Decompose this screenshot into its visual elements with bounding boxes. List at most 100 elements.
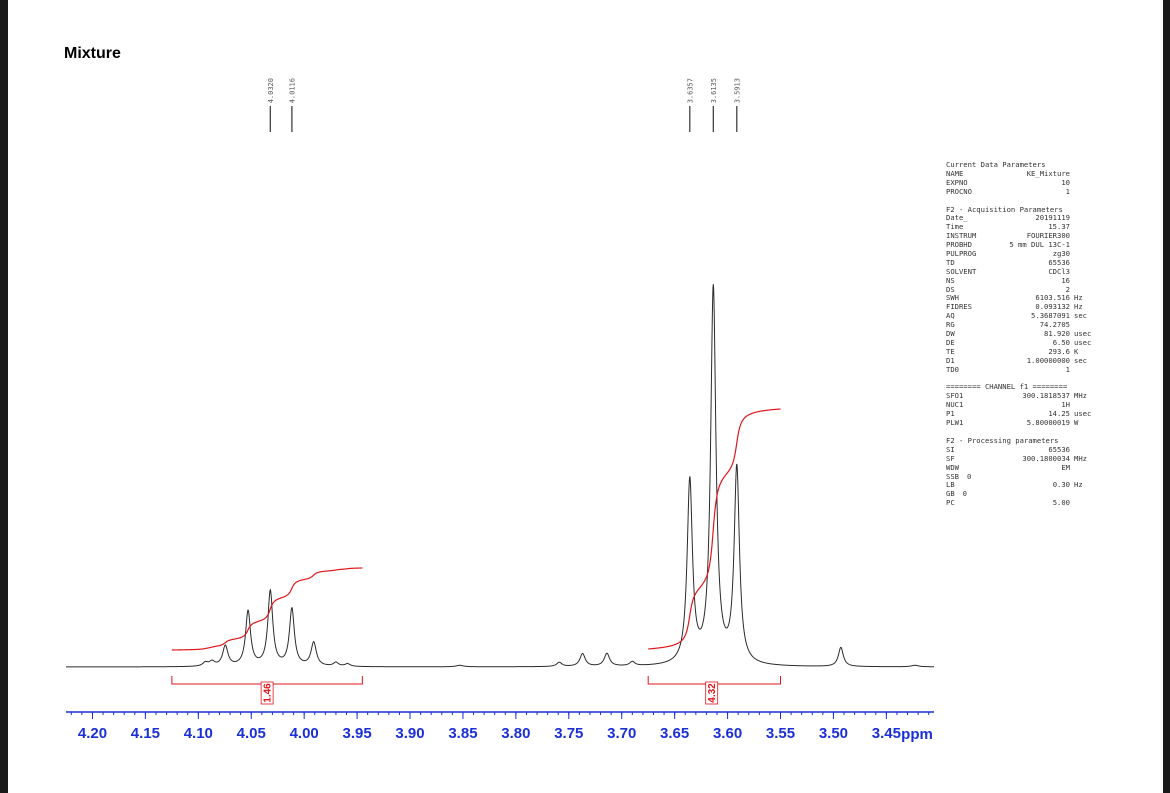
integral-label-box: [260, 681, 274, 705]
param-unit: usec: [1074, 337, 1092, 347]
param-row: D1 1.00000000 sec: [946, 355, 1096, 366]
param-label: SI: [946, 444, 955, 454]
param-value: zg30: [1052, 249, 1070, 259]
param-row: PROBHD 5 mm DUL 13C-1: [946, 240, 1096, 250]
x-tick-label: 3.90: [395, 725, 424, 742]
integral-curve: [171, 567, 363, 651]
param-row: TE 293.6 K: [946, 346, 1096, 357]
param-value: 6103.516: [1035, 293, 1070, 303]
param-label: SFO1: [946, 391, 964, 401]
param-label: LB: [946, 480, 955, 490]
param-section-title: F2 - Processing parameters: [946, 435, 1059, 445]
spectrum-page: Mixture Current Data Parameters NAME KE_Mi…: [8, 0, 1163, 793]
param-value: 0: [962, 489, 967, 499]
param-label: FIDRES: [946, 302, 972, 312]
param-row: EXPNO 10: [946, 177, 1096, 188]
integral-label-box: [705, 681, 719, 705]
param-row: SFO1 300.1818537 MHz: [946, 391, 1096, 401]
param-row: SI 65536: [946, 444, 1096, 455]
param-row: AQ 5.3687091 sec: [946, 311, 1096, 321]
peak-label: 3.6135: [710, 78, 718, 103]
x-tick-label: 4.20: [78, 725, 107, 742]
param-row: NAME KE_Mixture: [946, 168, 1096, 179]
x-tick-label: 4.00: [290, 725, 319, 742]
peak-label: 4.0320: [267, 78, 275, 103]
param-value: 81.920: [1044, 329, 1070, 339]
param-label: WDW: [946, 462, 959, 472]
param-label: RG: [946, 320, 955, 330]
param-value: 5.00: [1052, 498, 1070, 508]
param-row: LB 0.30 Hz: [946, 480, 1096, 490]
param-value: 10: [1061, 177, 1070, 187]
param-value: 293.6: [1048, 346, 1070, 356]
param-unit: K: [1074, 346, 1079, 356]
param-unit: sec: [1074, 311, 1087, 321]
param-label: PULPROG: [946, 249, 977, 259]
x-tick-label: 3.60: [713, 725, 742, 742]
param-row: WDW EM: [946, 462, 1096, 473]
x-tick-label: 3.95: [342, 725, 371, 742]
param-value: 1: [1065, 186, 1070, 196]
x-tick-label: 3.80: [501, 725, 530, 742]
param-row: TD 65536: [946, 258, 1096, 268]
param-row: Time 15.37: [946, 222, 1096, 232]
param-value: 74.2705: [1039, 320, 1070, 330]
param-label: SF: [946, 453, 955, 463]
param-label: PROCNO: [946, 186, 972, 196]
param-value: 20191119: [1035, 213, 1070, 223]
param-unit: usec: [1074, 329, 1092, 339]
param-label: SSB: [946, 471, 959, 481]
param-label: Time: [946, 222, 964, 232]
x-tick-label: 3.50: [819, 725, 848, 742]
param-value: FOURIER300: [1026, 231, 1070, 241]
param-label: Date_: [946, 213, 968, 223]
x-tick-label: 3.65: [660, 725, 689, 742]
x-axis-label: ppm: [901, 726, 933, 743]
param-row: GB 0: [946, 489, 1096, 499]
param-value: 0.30: [1052, 480, 1070, 490]
param-label: TE: [946, 346, 955, 356]
integral-value-label: 1.46: [263, 683, 274, 703]
param-row: SSB 0: [946, 471, 1096, 482]
param-value: 15.37: [1048, 222, 1070, 232]
param-unit: Hz: [1074, 480, 1083, 490]
peak-label: 3.6357: [686, 78, 694, 103]
param-row: PC 5.00: [946, 498, 1096, 508]
param-label: AQ: [946, 311, 955, 321]
param-value: 6.50: [1052, 337, 1070, 347]
param-row: SF 300.1800034 MHz: [946, 453, 1096, 464]
param-value: EM: [1061, 462, 1070, 472]
param-row: NUC1 1H: [946, 400, 1096, 410]
param-row: DW 81.920 usec: [946, 329, 1096, 339]
param-label: P1: [946, 409, 955, 419]
x-tick-label: 3.70: [607, 725, 636, 742]
param-label: PLW1: [946, 418, 964, 428]
param-label: NAME: [946, 168, 964, 178]
param-value: 0: [966, 471, 972, 481]
x-tick-label: 3.55: [766, 725, 795, 742]
param-row: INSTRUM FOURIER300: [946, 231, 1096, 241]
param-row: PROCNO 1: [946, 186, 1096, 197]
param-row: FIDRES 0.093132 Hz: [946, 302, 1096, 312]
param-row: TD0 1: [946, 365, 1096, 375]
param-value: CDCl3: [1048, 266, 1070, 276]
param-label: INSTRUM: [946, 231, 977, 241]
param-unit: MHz: [1074, 391, 1087, 401]
param-row: Date_ 20191119: [946, 214, 1096, 223]
spectrum-trace: [66, 284, 934, 668]
param-value: 5.80000019: [1026, 418, 1070, 428]
x-tick-label: 4.15: [131, 725, 160, 742]
x-tick-label: 3.85: [448, 725, 477, 742]
param-label: D1: [946, 355, 955, 365]
param-value: 1H: [1061, 400, 1070, 410]
param-section-title: F2 - Acquisition Parameters: [946, 204, 1063, 214]
param-value: 0.093132: [1035, 302, 1070, 312]
param-label: DW: [946, 329, 955, 339]
integral-value-label: 4.32: [707, 683, 718, 703]
param-label: DS: [946, 284, 955, 294]
peak-label: 4.0116: [288, 78, 296, 103]
param-value: 300.1818537: [1022, 391, 1070, 401]
param-row: SWH 6103.516 Hz: [946, 294, 1096, 303]
param-unit: usec: [1074, 409, 1092, 419]
